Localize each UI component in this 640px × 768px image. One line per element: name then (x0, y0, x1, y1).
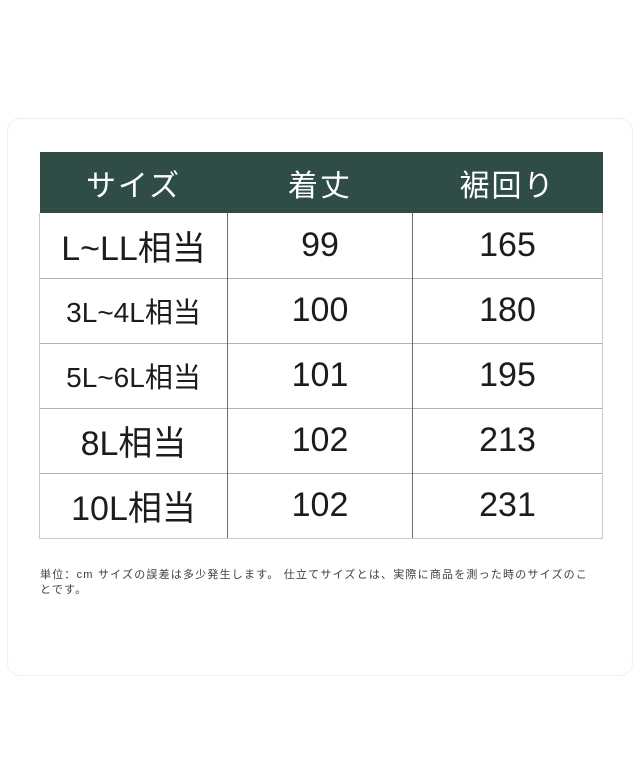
size-chart-table: サイズ 着丈 裾回り L~LL相当 99 165 3L~4L相当 100 180… (39, 152, 603, 539)
length-cell: 102 (227, 472, 413, 539)
length-cell: 100 (227, 277, 413, 343)
hem-cell: 213 (412, 407, 603, 473)
col-header-length: 着丈 (227, 152, 413, 213)
table-row: 3L~4L相当 100 180 (39, 277, 603, 343)
hem-cell: 165 (412, 213, 603, 278)
table-row: 10L相当 102 231 (39, 472, 603, 539)
table-row: 5L~6L相当 101 195 (39, 342, 603, 408)
table-row: 8L相当 102 213 (39, 407, 603, 473)
hem-cell: 195 (412, 342, 603, 408)
length-cell: 101 (227, 342, 413, 408)
size-cell: 5L~6L相当 (39, 342, 228, 408)
size-note: 単位：cm サイズの誤差は多少発生します。 仕立てサイズとは、実際に商品を測った… (40, 569, 589, 596)
size-cell: 10L相当 (39, 472, 228, 539)
header-row: サイズ 着丈 裾回り (39, 152, 603, 213)
col-header-hem: 裾回り (412, 152, 603, 213)
length-cell: 102 (227, 407, 413, 473)
size-cell: L~LL相当 (39, 213, 228, 278)
size-cell: 8L相当 (39, 407, 228, 473)
length-cell: 99 (227, 213, 413, 278)
hem-cell: 180 (412, 277, 603, 343)
hem-cell: 231 (412, 472, 603, 539)
col-header-size: サイズ (39, 152, 228, 213)
table-row: L~LL相当 99 165 (39, 213, 603, 278)
size-cell: 3L~4L相当 (39, 277, 228, 343)
